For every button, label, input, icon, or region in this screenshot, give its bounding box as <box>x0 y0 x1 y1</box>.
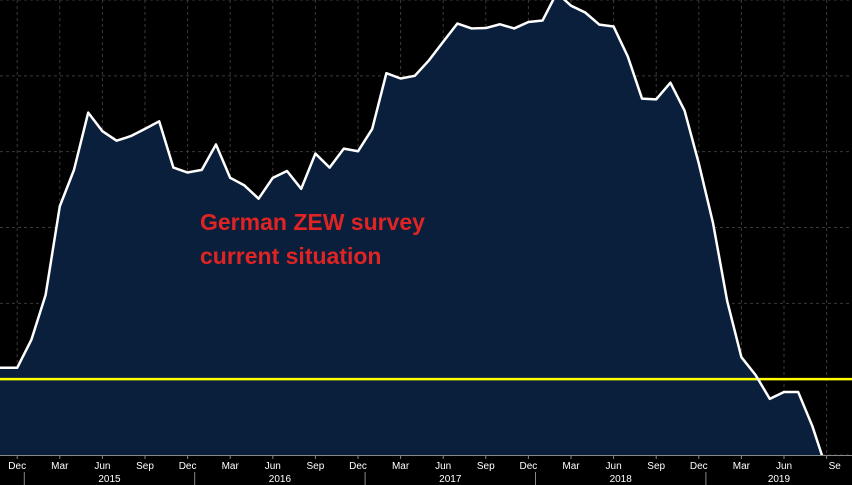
x-tick-label: Dec <box>520 461 538 472</box>
x-tick-label: Dec <box>690 461 708 472</box>
annotation-line-1: German ZEW survey <box>200 209 425 235</box>
x-tick-label: Jun <box>776 461 792 472</box>
x-tick-label: Sep <box>307 461 325 472</box>
x-tick-label: Jun <box>94 461 110 472</box>
year-label: 2019 <box>768 474 791 485</box>
x-tick-label: Mar <box>733 461 751 472</box>
x-axis: Dec Mar Jun Sep Dec Mar Jun Sep Dec Mar Jun Sep Dec M… <box>0 455 852 485</box>
chart-annotation: German ZEW survey current situation <box>200 205 425 273</box>
x-tick-label: Dec <box>179 461 197 472</box>
year-label: 2017 <box>439 474 462 485</box>
x-tick-label: Sep <box>136 461 154 472</box>
x-tick-label: Sep <box>477 461 495 472</box>
x-tick-label: Jun <box>606 461 622 472</box>
axis-strip <box>0 455 852 485</box>
annotation-line-2: current situation <box>200 243 382 269</box>
x-tick-label: Mar <box>562 461 580 472</box>
x-tick-label: Mar <box>392 461 410 472</box>
x-tick-label: Se <box>829 461 842 472</box>
year-label: 2015 <box>98 474 121 485</box>
x-tick-label: Dec <box>8 461 26 472</box>
x-tick-label: Sep <box>647 461 665 472</box>
year-label: 2018 <box>610 474 633 485</box>
x-tick-label: Jun <box>435 461 451 472</box>
x-tick-label: Dec <box>349 461 367 472</box>
x-tick-label: Mar <box>51 461 69 472</box>
x-tick-label: Mar <box>222 461 240 472</box>
x-tick-label: Jun <box>265 461 281 472</box>
year-label: 2016 <box>269 474 292 485</box>
